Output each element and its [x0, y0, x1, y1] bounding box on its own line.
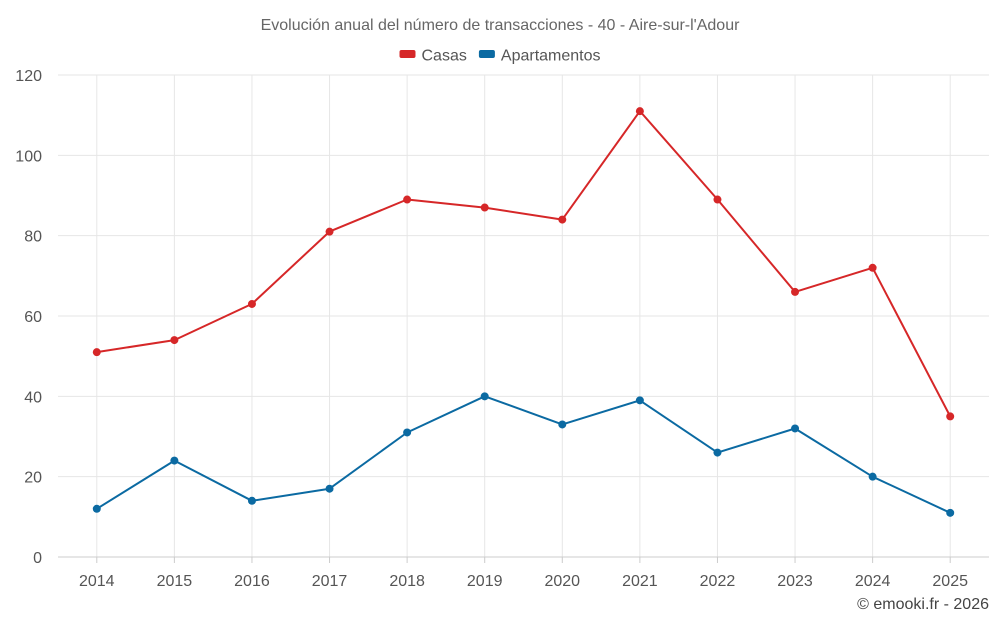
- data-point-apartamentos[interactable]: [713, 448, 722, 457]
- x-tick-label: 2025: [932, 573, 968, 590]
- legend[interactable]: Casas Apartamentos: [399, 48, 601, 65]
- gridlines: [58, 74, 989, 558]
- data-point-casas[interactable]: [558, 215, 567, 224]
- x-tick-label: 2023: [777, 573, 813, 590]
- data-point-apartamentos[interactable]: [247, 496, 256, 505]
- x-tick-label: 2024: [855, 573, 891, 590]
- data-point-casas[interactable]: [92, 348, 101, 357]
- x-tick-label: 2016: [234, 573, 270, 590]
- data-point-apartamentos[interactable]: [868, 472, 877, 481]
- x-tick-label: 2021: [622, 573, 658, 590]
- data-point-casas[interactable]: [325, 227, 334, 236]
- credit-text: © emooki.fr - 2026: [857, 596, 989, 613]
- y-tick-label: 0: [33, 550, 42, 567]
- x-tick-label: 2019: [467, 573, 503, 590]
- y-axis: 0 20 40 60 80 100 120: [15, 68, 42, 567]
- data-point-apartamentos[interactable]: [403, 428, 412, 437]
- x-tick-label: 2015: [157, 573, 193, 590]
- data-point-casas[interactable]: [403, 195, 412, 204]
- y-tick-label: 20: [24, 470, 42, 487]
- x-tick-label: 2018: [389, 573, 425, 590]
- data-point-apartamentos[interactable]: [325, 484, 334, 493]
- data-point-casas[interactable]: [868, 263, 877, 272]
- y-tick-label: 100: [15, 148, 42, 165]
- x-axis: 2014 2015 2016 2017 2018 2019 2020 2021 2022 2023…: [58, 556, 989, 590]
- data-point-casas[interactable]: [946, 412, 955, 421]
- data-point-casas[interactable]: [635, 107, 644, 116]
- data-point-casas[interactable]: [247, 299, 256, 308]
- data-point-casas[interactable]: [170, 336, 179, 345]
- series-group: [92, 107, 955, 517]
- series-apartamentos: [92, 392, 955, 517]
- y-tick-label: 60: [24, 309, 42, 326]
- data-point-apartamentos[interactable]: [635, 396, 644, 405]
- y-tick-label: 80: [24, 229, 42, 246]
- series-line-casas: [96, 110, 952, 417]
- data-point-casas[interactable]: [791, 287, 800, 296]
- legend-label: Apartamentos: [501, 48, 601, 65]
- data-point-apartamentos[interactable]: [791, 424, 800, 433]
- y-tick-label: 40: [24, 389, 42, 406]
- data-point-casas[interactable]: [713, 195, 722, 204]
- data-point-casas[interactable]: [480, 203, 489, 212]
- y-tick-label: 120: [15, 68, 42, 85]
- data-point-apartamentos[interactable]: [480, 392, 489, 401]
- data-point-apartamentos[interactable]: [558, 420, 567, 429]
- legend-item-apartamentos[interactable]: Apartamentos: [478, 48, 601, 65]
- legend-item-casas[interactable]: Casas: [399, 48, 467, 65]
- x-tick-label: 2017: [312, 573, 348, 590]
- x-tick-label: 2022: [700, 573, 736, 590]
- x-tick-label: 2014: [79, 573, 115, 590]
- legend-swatch: [478, 50, 495, 58]
- series-casas: [92, 107, 955, 421]
- series-line-apartamentos: [96, 395, 951, 514]
- x-tick-label: 2020: [544, 573, 580, 590]
- legend-swatch: [399, 50, 416, 58]
- data-point-apartamentos[interactable]: [92, 504, 101, 513]
- data-point-apartamentos[interactable]: [170, 456, 179, 465]
- legend-label: Casas: [422, 48, 467, 65]
- chart-title: Evolución anual del número de transaccio…: [261, 17, 741, 34]
- data-point-apartamentos[interactable]: [946, 508, 955, 517]
